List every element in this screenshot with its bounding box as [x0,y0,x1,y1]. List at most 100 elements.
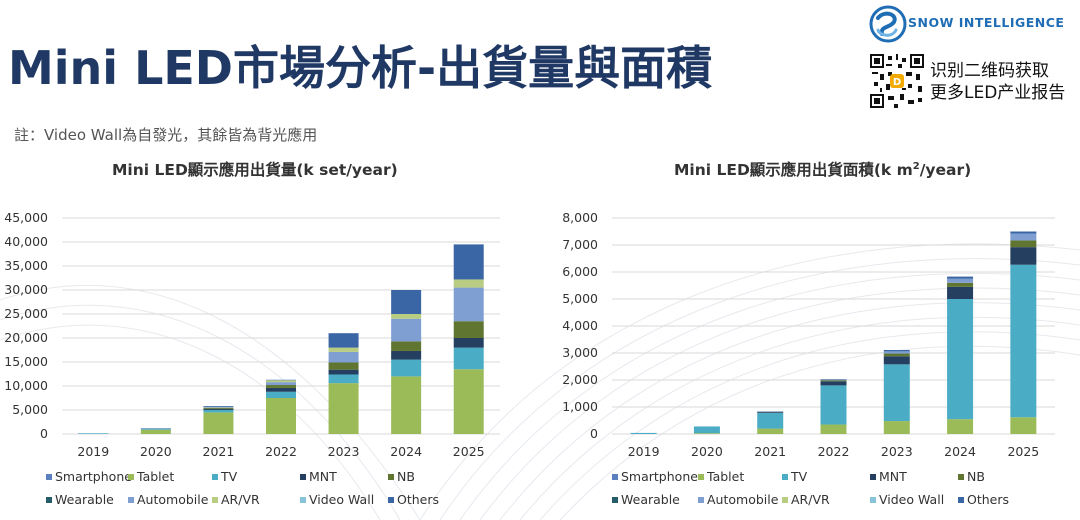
chart-1-legend-swatch-others [388,497,394,503]
chart-2-bar-nb-2025 [1010,240,1037,248]
chart-1-bar-tv-2021 [203,410,234,413]
chart-2-legend-swatch-video-wall [870,497,876,503]
chart-1-bar-others-2023 [328,333,359,348]
chart-1-legend-swatch-tv [212,474,218,480]
chart-1-legend-swatch-automobile [128,497,134,503]
chart-2-ytick-label: 5,000 [562,291,598,306]
chart-2-bar-automobile-2024 [947,278,974,283]
chart-2-legend-label-video-wall: Video Wall [879,492,944,507]
chart-2-legend-label-wearable: Wearable [621,492,680,507]
chart-1-bar-others-2021 [203,406,234,408]
chart-2-legend-swatch-tablet [698,474,704,480]
chart-1-legend-label-nb: NB [397,469,415,484]
shipment-volume-chart: 0 5,000 10,000 15,000 20,000 25,000 30,000 35,0… [4,210,500,507]
chart-2-legend-label-nb: NB [967,469,985,484]
chart-2-bar-tv-2025 [1010,264,1037,418]
chart-2-legend-label-tv: TV [790,469,808,484]
chart-1-bar-tv-2024 [391,359,422,377]
chart-2-bar-nb-2024 [947,282,974,287]
chart-1-ytick-label: 30,000 [4,282,48,297]
chart-1-xtick-label: 2020 [140,444,172,459]
chart-1-legend-swatch-video-wall [300,497,306,503]
chart-1-title: Mini LED顯示應用出貨量(k set/year) [112,158,398,180]
qr-caption-line1: 识别二维码获取 [930,61,1049,81]
chart-1-bar-ar-vr-2022 [266,380,296,383]
chart-1-bar-tv-2025 [453,347,484,370]
chart-2-legend-swatch-smartphone [612,474,618,480]
chart-2-title-text: Mini LED顯示應用出貨面積 [674,161,874,179]
chart-1-legend-label-ar-vr: AR/VR [221,492,260,507]
chart-1-bar-ar-vr-2025 [453,279,484,288]
chart-1-legend-label-tablet: Tablet [136,469,174,484]
chart-2-bar-mnt-2021 [757,412,784,413]
chart-1-bar-automobile-2024 [391,318,422,342]
chart-1-ytick-label: 20,000 [4,330,48,345]
chart-1-xtick-label: 2019 [77,444,109,459]
chart-2-ytick-label: 6,000 [562,264,598,279]
chart-2-ytick-label: 7,000 [562,237,598,252]
chart-1-bar-automobile-2025 [453,287,484,322]
chart-2-bar-tablet-2021 [757,428,784,434]
chart-1-legend-label-tv: TV [220,469,238,484]
chart-2-xtick-label: 2020 [691,444,723,459]
chart-2-bar-mnt-2023 [883,356,910,365]
chart-2-title-sup: 2 [912,160,920,172]
chart-1-ytick-label: 0 [40,426,48,441]
chart-1-bar-tv-2023 [328,374,359,384]
chart-2-legend-label-automobile: Automobile [707,492,779,507]
chart-2-bar-tv-2023 [883,364,910,422]
chart-2-bar-nb-2023 [883,353,910,357]
chart-2-xtick-label: 2023 [881,444,913,459]
chart-2-legend-swatch-nb [958,474,964,480]
chart-1-legend-label-others: Others [397,492,439,507]
chart-1-bar-mnt-2022 [266,387,296,392]
chart-2-legend-label-smartphone: Smartphone [621,469,698,484]
chart-2-bar-mnt-2024 [947,286,974,299]
qr-code[interactable]: D [870,54,924,108]
chart-1-bar-tv-2022 [266,391,296,398]
chart-2-ytick-label: 2,000 [562,372,598,387]
chart-2-bar-mnt-2022 [820,381,847,386]
chart-1-xtick-label: 2023 [328,444,360,459]
chart-1-bar-nb-2023 [328,362,359,370]
chart-1-title-text: Mini LED顯示應用出貨量 [112,161,297,179]
chart-1-title-unit: (k set/year) [296,161,398,179]
page-title: Mini LED市場分析-出貨量與面積 [8,41,713,95]
chart-2-bar-tablet-2024 [947,419,974,434]
chart-1-ytick-label: 10,000 [4,378,48,393]
chart-1-ytick-label: 40,000 [4,234,48,249]
chart-1-bar-tv-2020 [140,428,171,430]
chart-1-legend-swatch-wearable [46,497,52,503]
chart-1-bar-automobile-2022 [266,382,296,386]
chart-2-bar-automobile-2023 [883,351,910,354]
chart-2-xtick-label: 2024 [944,444,976,459]
chart-2-xtick-label: 2022 [818,444,850,459]
chart-1-legend-label-mnt: MNT [309,469,337,484]
chart-2-legend-swatch-automobile [698,497,704,503]
chart-2-bar-tablet-2020 [693,433,720,434]
chart-1-bar-mnt-2023 [328,369,359,375]
chart-1-xtick-label: 2022 [265,444,297,459]
chart-2-bar-nb-2022 [820,380,847,382]
chart-1-bar-mnt-2024 [391,350,422,360]
chart-2-bar-mnt-2025 [1010,247,1037,265]
chart-1-bar-mnt-2021 [203,409,234,410]
chart-1-bar-tablet-2020 [140,429,171,434]
chart-2-ytick-label: 3,000 [562,345,598,360]
chart-1-xtick-label: 2025 [453,444,485,459]
chart-2-bar-tv-2020 [693,426,720,434]
chart-1-ytick-label: 5,000 [12,402,48,417]
chart-2-legend-swatch-others [958,497,964,503]
chart-1-bar-tv-2019 [78,433,109,434]
chart-2-bar-others-2025 [1010,231,1037,234]
chart-2-bar-automobile-2022 [820,379,847,381]
chart-1-xtick-label: 2024 [390,444,422,459]
chart-2-ytick-label: 0 [590,426,598,441]
chart-1-legend-swatch-ar-vr [212,497,218,503]
chart-2-bar-others-2022 [820,379,847,380]
footnote: 註：Video Wall為自發光，其餘皆為背光應用 [14,126,318,144]
chart-1-legend-label-automobile: Automobile [137,492,209,507]
chart-1-ytick-label: 35,000 [4,258,48,273]
chart-2-bar-tv-2019 [630,432,657,434]
qr-caption: 识别二维码获取 更多LED产业报告 [930,60,1065,104]
